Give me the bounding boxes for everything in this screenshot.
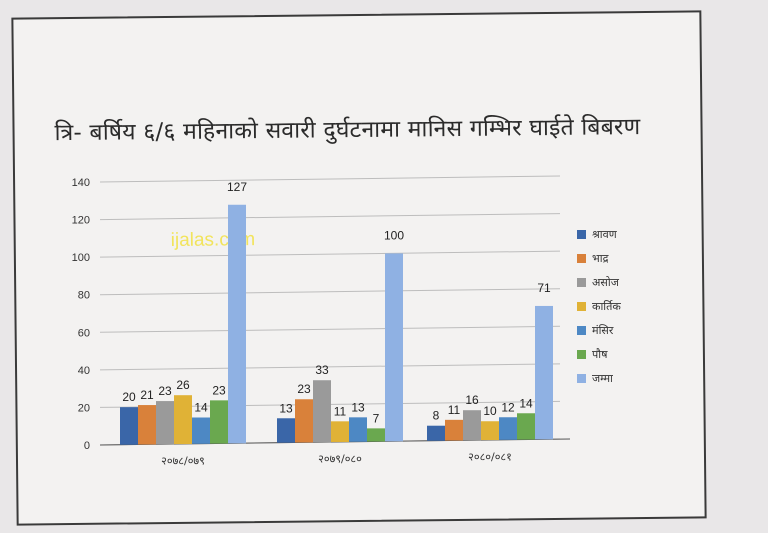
bar — [331, 421, 349, 442]
gridline — [99, 250, 561, 258]
bar — [156, 401, 174, 445]
data-label: 13 — [279, 401, 293, 415]
bar — [138, 405, 156, 445]
data-label: 10 — [483, 404, 497, 418]
bar — [210, 400, 228, 444]
data-label: 26 — [176, 378, 190, 392]
legend-swatch — [577, 326, 586, 335]
legend-swatch — [577, 254, 586, 263]
bar — [192, 417, 210, 444]
gridline — [99, 213, 561, 221]
data-label: 33 — [315, 363, 329, 377]
y-tick-label: 20 — [78, 402, 90, 414]
data-label: 20 — [122, 390, 136, 404]
legend-label: श्रावण — [592, 228, 618, 241]
legend-label: पौष — [592, 348, 608, 361]
gridline — [99, 175, 561, 183]
gridline — [99, 288, 561, 296]
data-label: 100 — [384, 228, 404, 242]
y-tick-label: 140 — [72, 177, 90, 189]
data-label: 11 — [334, 404, 347, 418]
y-tick-label: 120 — [72, 215, 90, 227]
gridline — [99, 325, 561, 333]
bar — [481, 421, 499, 441]
data-label: 23 — [212, 383, 226, 397]
y-tick-label: 40 — [78, 365, 90, 377]
legend-swatch — [577, 278, 586, 287]
legend-label: भाद्र — [592, 252, 609, 265]
gridline — [99, 363, 561, 371]
bar — [385, 253, 403, 442]
data-label: 12 — [501, 400, 515, 414]
y-tick-label: 100 — [72, 252, 90, 264]
bar — [517, 413, 535, 440]
bar — [367, 428, 385, 442]
bars — [120, 204, 553, 445]
x-category-label: २०८०/०८१ — [468, 451, 512, 464]
data-label: 23 — [158, 384, 172, 398]
y-tick-label: 60 — [78, 327, 90, 339]
y-tick-label: 80 — [78, 290, 90, 302]
legend-label: कार्तिक — [592, 300, 621, 313]
x-category-label: २०७९/०८० — [318, 453, 362, 466]
bar — [295, 399, 313, 443]
data-label: 7 — [373, 411, 380, 425]
legend-swatch — [577, 374, 586, 383]
bar — [277, 418, 295, 443]
legend-label: जम्मा — [592, 372, 613, 385]
legend-swatch — [577, 302, 586, 311]
data-label: 127 — [227, 180, 247, 194]
bar — [463, 410, 481, 441]
data-label: 14 — [194, 401, 208, 415]
legend-swatch — [577, 350, 586, 359]
data-label: 71 — [537, 281, 551, 295]
data-label: 8 — [433, 409, 440, 423]
bar — [499, 417, 517, 440]
data-label: 23 — [297, 382, 311, 396]
bar — [349, 417, 367, 442]
x-category-label: २०७८/०७९ — [161, 455, 205, 468]
legend-swatch — [577, 230, 586, 239]
data-label: 13 — [351, 400, 365, 414]
data-labels: 20 21 23 26 14 23 127 13 23 33 11 13 7 100 8 11 16 10 12 14… — [122, 180, 551, 426]
legend: श्रावण भाद्र असोज कार्तिक मंसिर पौष जम्मा — [577, 228, 621, 385]
data-label: 21 — [140, 388, 154, 402]
bar — [228, 204, 246, 444]
data-label: 16 — [465, 393, 479, 407]
bar — [120, 407, 138, 445]
y-tick-label: 0 — [84, 440, 90, 452]
data-label: 11 — [448, 403, 461, 417]
bar — [427, 425, 445, 441]
data-label: 14 — [519, 396, 533, 410]
bar — [174, 395, 192, 445]
bar — [535, 305, 553, 440]
legend-label: मंसिर — [592, 324, 614, 337]
bar — [445, 419, 463, 441]
bar — [313, 380, 331, 443]
legend-label: असोज — [592, 276, 620, 289]
